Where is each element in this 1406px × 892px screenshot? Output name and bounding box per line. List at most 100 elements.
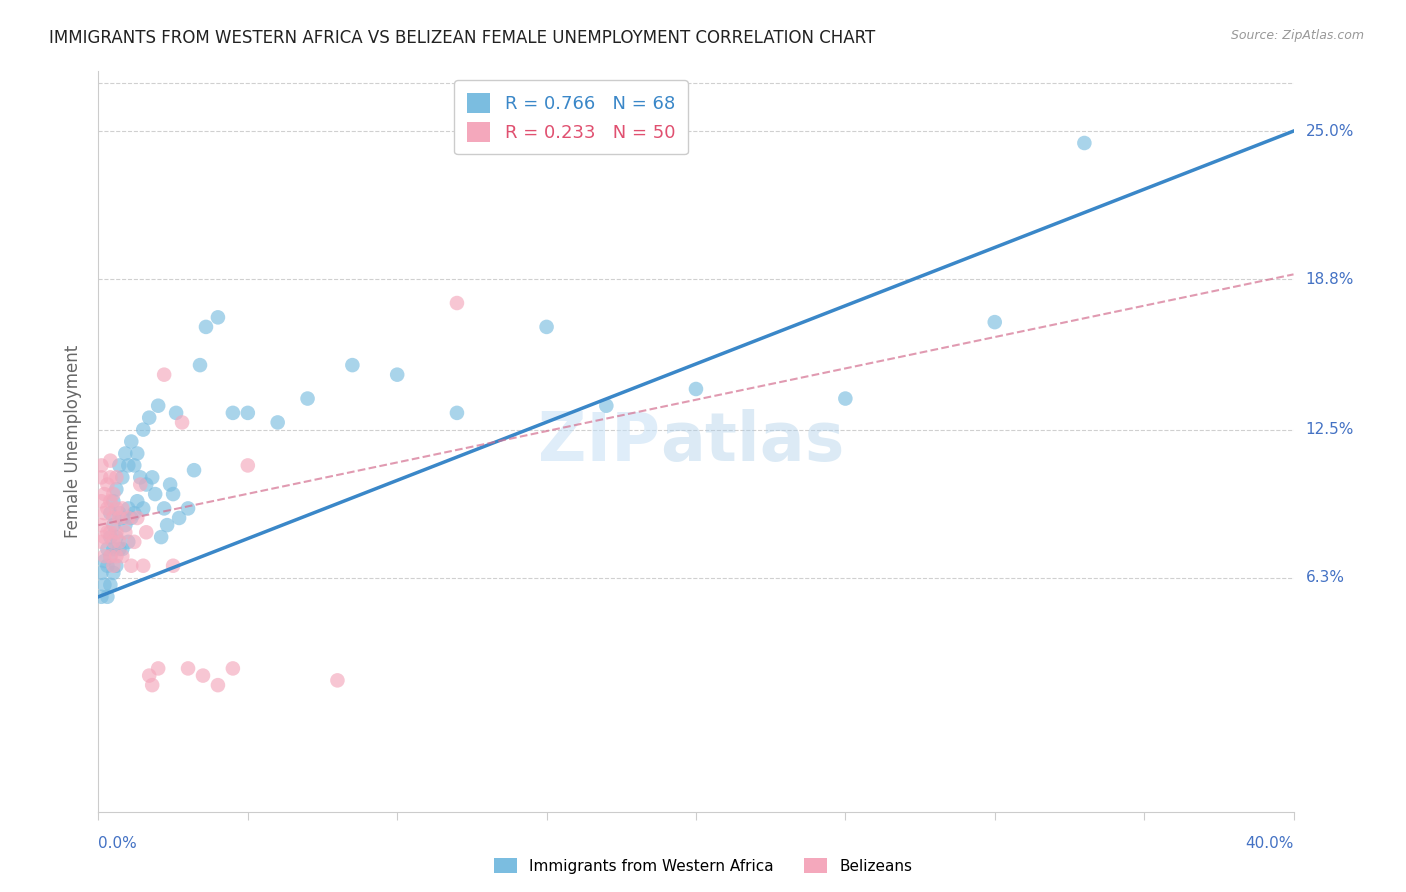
Text: 40.0%: 40.0% (1246, 836, 1294, 851)
Point (326, 673, 349, 688)
Point (98, 506, 122, 520)
Point (120, 558, 142, 573)
Point (141, 678, 163, 692)
Point (103, 511, 125, 525)
Point (135, 477, 157, 491)
Point (90, 566, 112, 580)
Point (135, 525, 157, 540)
Point (108, 458, 131, 473)
Text: atlas: atlas (661, 409, 845, 475)
Point (96, 525, 118, 540)
Point (177, 661, 200, 675)
Point (96, 477, 118, 491)
Point (98, 453, 122, 467)
Point (183, 463, 205, 477)
Point (90, 518, 112, 533)
Point (111, 541, 134, 556)
Text: 12.5%: 12.5% (1306, 422, 1354, 437)
Point (143, 487, 166, 501)
Point (105, 470, 128, 484)
Point (834, 392, 856, 406)
Point (105, 549, 128, 564)
Point (342, 358, 364, 372)
Point (267, 416, 290, 430)
Point (148, 661, 170, 675)
Point (191, 668, 214, 682)
Point (124, 534, 146, 549)
Point (93, 554, 115, 568)
Text: Source: ZipAtlas.com: Source: ZipAtlas.com (1230, 29, 1364, 42)
Point (127, 494, 149, 508)
Point (90, 470, 112, 484)
Point (96, 558, 118, 573)
Text: ZIP: ZIP (538, 409, 661, 475)
Point (222, 406, 245, 420)
Point (127, 511, 149, 525)
Point (111, 511, 134, 525)
Point (111, 470, 134, 484)
Point (114, 525, 136, 540)
Point (98, 525, 122, 540)
Point (156, 518, 179, 533)
Point (105, 483, 128, 497)
Point (103, 566, 125, 580)
Point (129, 470, 152, 484)
Point (103, 534, 125, 549)
Point (93, 506, 115, 520)
Point (103, 558, 125, 573)
Point (195, 319, 218, 334)
Point (177, 501, 200, 516)
Point (98, 549, 122, 564)
Point (385, 368, 409, 382)
Point (105, 525, 128, 540)
Point (167, 511, 190, 525)
Point (98, 470, 122, 484)
Text: IMMIGRANTS FROM WESTERN AFRICA VS BELIZEAN FEMALE UNEMPLOYMENT CORRELATION CHART: IMMIGRANTS FROM WESTERN AFRICA VS BELIZE… (49, 29, 876, 46)
Point (127, 446, 149, 460)
Point (93, 549, 115, 564)
Point (93, 578, 115, 592)
Point (108, 541, 131, 556)
Point (103, 487, 125, 501)
Point (207, 310, 229, 325)
Text: 25.0%: 25.0% (1306, 124, 1354, 138)
Legend: Immigrants from Western Africa, Belizeans: Immigrants from Western Africa, Belizean… (488, 852, 918, 880)
Point (98, 530, 122, 544)
Point (117, 534, 139, 549)
Point (236, 458, 259, 473)
Point (595, 399, 617, 413)
Y-axis label: Female Unemployment: Female Unemployment (63, 345, 82, 538)
Point (117, 511, 139, 525)
Point (90, 494, 112, 508)
Point (103, 494, 125, 508)
Point (111, 501, 134, 516)
Point (124, 458, 146, 473)
Point (685, 382, 707, 396)
Point (159, 477, 181, 491)
Point (93, 487, 115, 501)
Point (105, 501, 128, 516)
Point (172, 416, 194, 430)
Point (105, 558, 128, 573)
Legend: R = 0.766   N = 68, R = 0.233   N = 50: R = 0.766 N = 68, R = 0.233 N = 50 (454, 80, 688, 154)
Point (165, 406, 187, 420)
Point (162, 558, 184, 573)
Point (98, 578, 122, 592)
Text: 18.8%: 18.8% (1306, 272, 1354, 286)
Point (117, 458, 139, 473)
Point (1073, 136, 1095, 150)
Text: 0.0%: 0.0% (98, 836, 138, 851)
Point (148, 399, 170, 413)
Point (117, 501, 139, 516)
Point (93, 530, 115, 544)
Point (108, 534, 131, 549)
Point (114, 446, 136, 460)
Point (132, 501, 155, 516)
Point (98, 494, 122, 508)
Point (120, 434, 142, 449)
Point (446, 406, 468, 420)
Point (138, 410, 160, 425)
Point (150, 530, 173, 544)
Point (111, 549, 134, 564)
Point (132, 558, 155, 573)
